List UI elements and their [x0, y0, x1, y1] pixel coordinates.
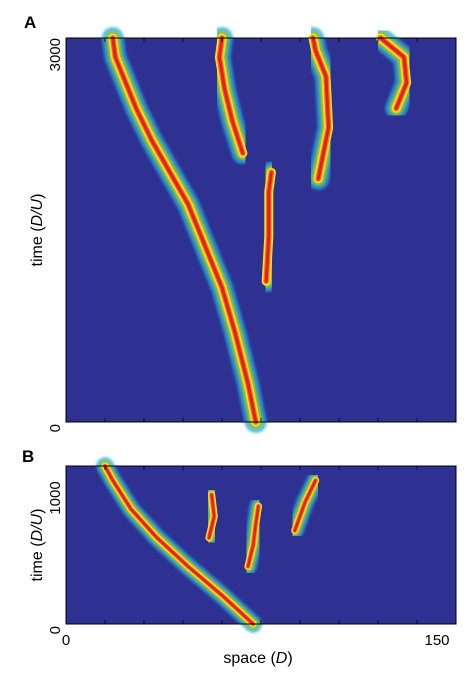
panel-a-ytick-3000: 3000 — [47, 38, 64, 71]
panel-b-track-3-layer-4 — [293, 479, 317, 532]
panel-a-track-2-layer-4 — [217, 36, 245, 155]
panel-b-ytick-1000: 1000 — [47, 481, 64, 514]
panel-b-xtick-0: 0 — [62, 632, 70, 649]
panel-a-minor-ticks — [65, 38, 457, 422]
panel-a-tracks — [101, 27, 418, 433]
panel-b-xtick-150: 150 — [424, 632, 449, 649]
panel-a-track-3-layer-4 — [311, 36, 331, 181]
panel-b-tracks — [96, 457, 325, 633]
panel-a-ylabel: time (D/U) — [29, 194, 46, 267]
panel-a: A 0 3000 time (D/U) — [24, 13, 457, 433]
panel-b-label: B — [22, 447, 34, 466]
panel-a-label: A — [24, 13, 36, 32]
panel-b-minor-ticks — [65, 466, 457, 624]
panel-b-track-1-layer-4 — [246, 505, 260, 568]
panel-b-track-0-layer-4 — [103, 464, 255, 626]
panel-b-xlabel: space (D) — [223, 650, 292, 667]
panel-b-ytick-0: 0 — [47, 626, 64, 634]
panel-b: B 0 1000 time (D/U) 0 150 space (D) — [22, 447, 457, 667]
panel-b-ylabel: time (D/U) — [29, 509, 46, 582]
panel-a-ytick-0: 0 — [47, 424, 64, 432]
panel-b-track-2-layer-4 — [207, 493, 216, 539]
panel-a-track-1-layer-4 — [264, 170, 273, 283]
panel-a-track-4-layer-4 — [379, 36, 409, 110]
panel-a-track-0-layer-4 — [111, 36, 258, 424]
